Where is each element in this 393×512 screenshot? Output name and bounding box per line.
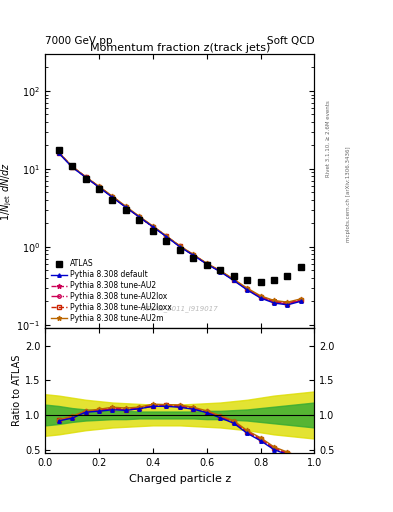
- Y-axis label: $1/N_{\rm jet}\ dN/dz$: $1/N_{\rm jet}\ dN/dz$: [0, 161, 14, 221]
- Title: Momentum fraction z(track jets): Momentum fraction z(track jets): [90, 43, 270, 53]
- Y-axis label: Ratio to ATLAS: Ratio to ATLAS: [12, 355, 22, 426]
- Text: mcplots.cern.ch [arXiv:1306.3436]: mcplots.cern.ch [arXiv:1306.3436]: [346, 147, 351, 242]
- Legend: ATLAS, Pythia 8.308 default, Pythia 8.308 tune-AU2, Pythia 8.308 tune-AU2lox, Py: ATLAS, Pythia 8.308 default, Pythia 8.30…: [49, 258, 174, 325]
- Text: Soft QCD: Soft QCD: [267, 36, 314, 46]
- Text: 7000 GeV pp: 7000 GeV pp: [45, 36, 113, 46]
- X-axis label: Charged particle z: Charged particle z: [129, 474, 231, 483]
- Text: ATLAS_2011_I919017: ATLAS_2011_I919017: [142, 305, 218, 312]
- Text: Rivet 3.1.10, ≥ 2.6M events: Rivet 3.1.10, ≥ 2.6M events: [326, 100, 331, 177]
